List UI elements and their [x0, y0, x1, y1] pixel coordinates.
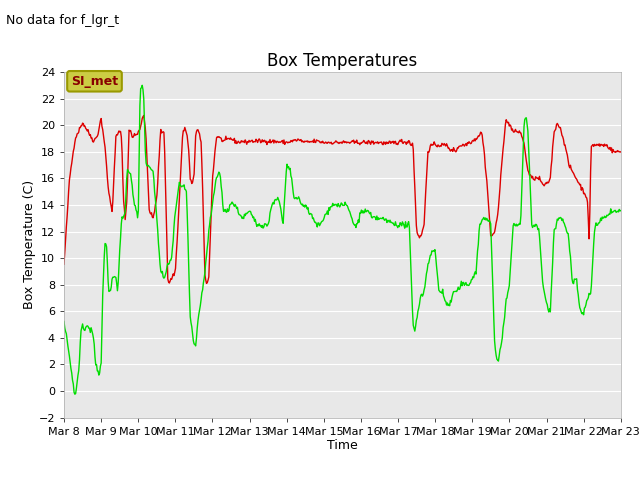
CR1000 Panel T — [215, 134, 223, 140]
Line: CR1000 Panel T: CR1000 Panel T — [64, 116, 621, 283]
Tower Air T — [215, 169, 223, 175]
CR1000 Panel T — [617, 149, 625, 155]
CR1000 Panel T — [412, 204, 419, 210]
Tower Air T — [60, 319, 68, 324]
Tower Air T — [71, 391, 79, 397]
X-axis label: Time: Time — [327, 439, 358, 453]
Y-axis label: Box Temperature (C): Box Temperature (C) — [22, 180, 36, 310]
CR1000 Panel T — [185, 147, 193, 153]
Text: SI_met: SI_met — [71, 75, 118, 88]
Line: Tower Air T: Tower Air T — [64, 85, 621, 394]
Text: No data for f_lgr_t: No data for f_lgr_t — [6, 14, 120, 27]
Tower Air T — [70, 389, 78, 395]
CR1000 Panel T — [428, 143, 436, 148]
Tower Air T — [412, 324, 419, 329]
CR1000 Panel T — [70, 145, 78, 151]
CR1000 Panel T — [140, 113, 148, 119]
Tower Air T — [428, 248, 436, 254]
CR1000 Panel T — [127, 131, 135, 136]
Title: Box Temperatures: Box Temperatures — [268, 52, 417, 71]
Tower Air T — [186, 290, 193, 296]
CR1000 Panel T — [203, 280, 211, 286]
Tower Air T — [617, 208, 625, 214]
Tower Air T — [138, 83, 146, 88]
Tower Air T — [128, 182, 136, 188]
CR1000 Panel T — [60, 261, 68, 267]
